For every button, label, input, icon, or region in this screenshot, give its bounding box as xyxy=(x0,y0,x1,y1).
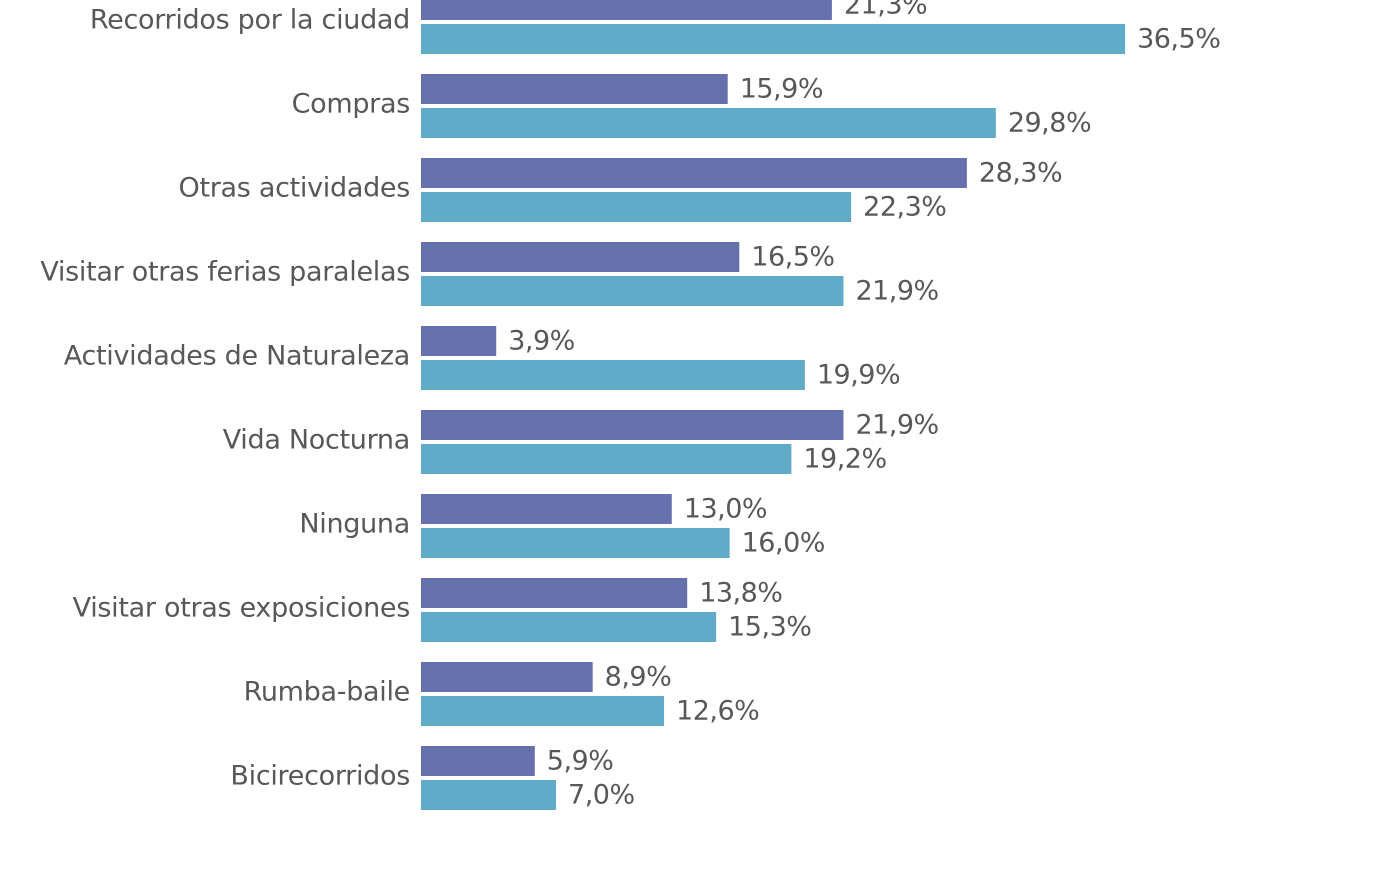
bar xyxy=(421,410,844,440)
category-label: Visitar otras exposiciones xyxy=(73,593,410,624)
bar xyxy=(421,326,497,356)
bar xyxy=(421,108,996,138)
value-label: 28,3% xyxy=(979,158,1062,189)
bar xyxy=(421,24,1126,54)
bar xyxy=(421,74,728,104)
bar xyxy=(421,746,535,776)
category-label: Vida Nocturna xyxy=(223,425,410,456)
value-label: 19,2% xyxy=(803,444,886,475)
bar xyxy=(421,0,832,20)
category-label: Actividades de Naturaleza xyxy=(64,341,410,372)
value-label: 21,3% xyxy=(844,0,927,21)
value-label: 21,9% xyxy=(855,410,938,441)
value-label: 13,0% xyxy=(684,494,767,525)
bar xyxy=(421,612,717,642)
category-label: Rumba-baile xyxy=(244,677,410,708)
bar xyxy=(421,360,805,390)
value-label: 13,8% xyxy=(699,578,782,609)
value-label: 29,8% xyxy=(1008,108,1091,139)
bar xyxy=(421,158,967,188)
bar xyxy=(421,444,792,474)
value-label: 15,3% xyxy=(728,612,811,643)
category-label: Otras actividades xyxy=(179,173,411,204)
value-label: 16,5% xyxy=(751,242,834,273)
bar xyxy=(421,494,672,524)
bar xyxy=(421,528,730,558)
value-label: 15,9% xyxy=(740,74,823,105)
bar xyxy=(421,780,557,810)
category-label: Recorridos por la ciudad xyxy=(90,5,410,36)
bar xyxy=(421,276,844,306)
value-label: 21,9% xyxy=(855,276,938,307)
category-label: Bicirecorridos xyxy=(230,761,410,792)
bar xyxy=(421,192,852,222)
value-label: 7,0% xyxy=(568,780,635,811)
category-label: Ninguna xyxy=(299,509,410,540)
value-label: 3,9% xyxy=(508,326,575,357)
bar xyxy=(421,662,593,692)
value-label: 12,6% xyxy=(676,696,759,727)
bar xyxy=(421,242,740,272)
value-label: 36,5% xyxy=(1137,24,1220,55)
value-label: 16,0% xyxy=(742,528,825,559)
category-label: Compras xyxy=(292,89,410,120)
bar xyxy=(421,578,688,608)
value-label: 22,3% xyxy=(863,192,946,223)
value-label: 8,9% xyxy=(605,662,672,693)
category-label: Visitar otras ferias paralelas xyxy=(40,257,410,288)
value-label: 5,9% xyxy=(547,746,614,777)
value-label: 19,9% xyxy=(817,360,900,391)
bar xyxy=(421,696,665,726)
